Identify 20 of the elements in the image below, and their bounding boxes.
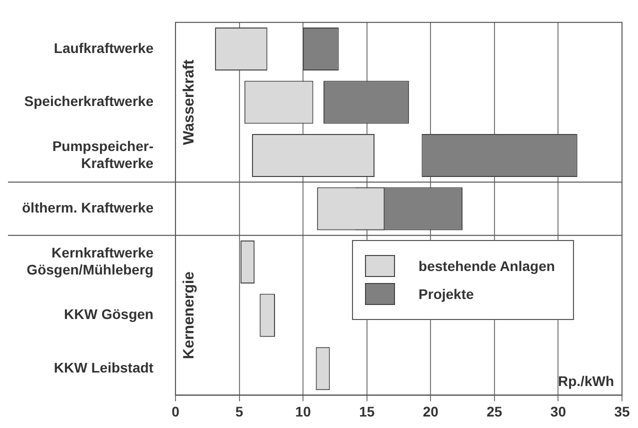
x-tick-label: 30 <box>550 403 566 420</box>
x-tick-label: 25 <box>486 403 502 420</box>
x-tick-label: 20 <box>422 403 439 420</box>
legend-label: Projekte <box>418 286 474 302</box>
y-tick-label: Speicherkraftwerke <box>24 93 154 110</box>
y-tick-label: Pumpspeicher- Kraftwerke <box>52 138 154 171</box>
x-tick-label: 0 <box>172 403 180 420</box>
y-tick-label: Laufkraftwerke <box>54 40 154 56</box>
x-tick-label: 15 <box>359 403 375 420</box>
annotation: Wasserkraft <box>180 60 198 145</box>
y-tick-label: KKW Leibstadt <box>54 359 154 376</box>
x-axis-title: Rp./kWh <box>558 373 614 390</box>
y-tick-label: Kernkraftwerke Gösgen/Mühleberg <box>26 244 154 278</box>
x-tick-label: 10 <box>295 403 312 420</box>
x-tick-label: 35 <box>614 403 630 420</box>
y-tick-label: KKW Gösgen <box>64 306 154 322</box>
legend-label: bestehende Anlagen <box>418 258 555 274</box>
annotation: Kernenergie <box>180 272 198 360</box>
x-tick-label: 5 <box>235 403 244 420</box>
y-tick-label: öltherm. Kraftwerke <box>22 200 154 216</box>
